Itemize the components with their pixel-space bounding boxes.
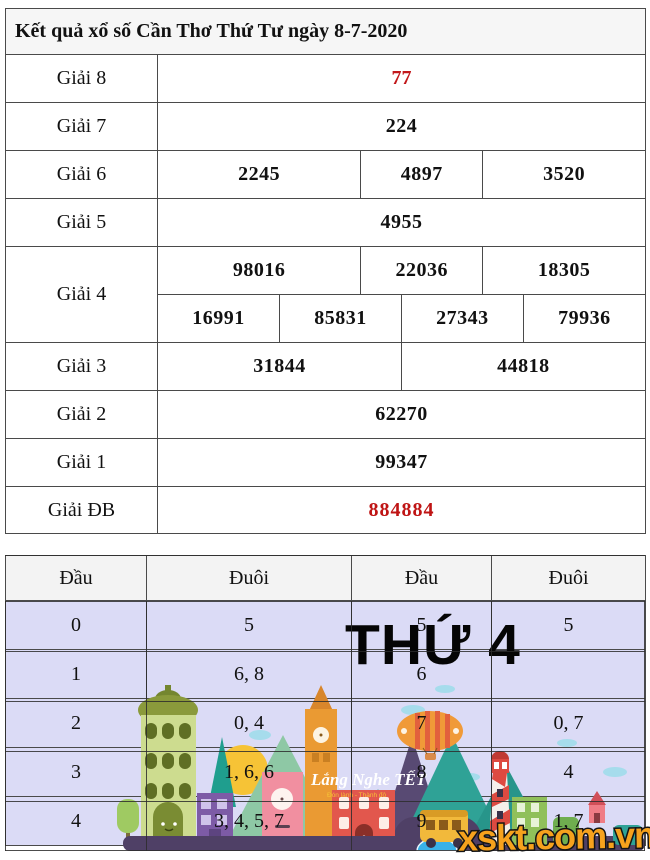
- head-tail-header-row: Đầu Đuôi Đầu Đuôi: [5, 555, 646, 601]
- prize-value: 22036: [360, 246, 484, 295]
- prize-value: 4897: [360, 150, 484, 199]
- prize-row-2: Giải 2 62270: [5, 390, 646, 439]
- header-cell: Đầu: [351, 555, 492, 601]
- prize-value: 16991: [157, 294, 280, 343]
- prize-value: 18305: [482, 246, 646, 295]
- digit-cell: 6, 8: [234, 662, 264, 685]
- prize-row-8: Giải 8 77: [5, 54, 646, 103]
- digit-cell: 1: [71, 662, 81, 685]
- header-label: Đuôi: [548, 566, 589, 589]
- prize-label: Giải ĐB: [5, 486, 158, 534]
- digit-cell: 8: [416, 760, 427, 783]
- prize-label: Giải 8: [5, 54, 158, 103]
- page-title: Kết quả xổ số Cần Thơ Thứ Tư ngày 8-7-20…: [5, 8, 646, 55]
- prize-value: 3520: [482, 150, 646, 199]
- head-tail-row: 1 6, 8 6: [5, 649, 646, 699]
- prize-value: 98016: [156, 246, 362, 295]
- prize-row-db: Giải ĐB 884884: [5, 486, 646, 534]
- digit-cell: 5: [563, 613, 574, 636]
- prize-value: 85831: [278, 294, 402, 343]
- prize-value: 99347: [157, 438, 646, 487]
- prize-value: 31844: [157, 342, 402, 391]
- digit-cell: 9: [416, 809, 427, 832]
- grid-line: [5, 850, 645, 851]
- digit-cell: 4: [563, 760, 574, 783]
- header-label: Đầu: [59, 566, 93, 589]
- prize-label: Giải 2: [5, 390, 158, 439]
- digit-cell: 2: [71, 711, 81, 734]
- prize-label: Giải 3: [5, 342, 158, 391]
- digit-cell: 0: [71, 613, 81, 636]
- prize-label: Giải 6: [5, 150, 158, 199]
- prize-row-7: Giải 7 224: [5, 102, 646, 151]
- prize-label: Giải 7: [5, 102, 158, 151]
- head-tail-row: 3 1, 6, 6 8 4: [5, 747, 646, 797]
- digit-cell: 0, 7: [553, 711, 584, 734]
- header-label: Đuôi: [229, 566, 269, 589]
- digit-cell: 1, 6, 6: [224, 760, 274, 783]
- prize-row-3: Giải 3 31844 44818: [5, 342, 646, 391]
- header-label: Đầu: [404, 566, 439, 589]
- prize-row-4b: 16991 85831 27343 79936: [6, 294, 646, 343]
- prize-label: Giải 5: [5, 198, 158, 247]
- digit-cell: 3: [71, 760, 81, 783]
- prize-row-1: Giải 1 99347: [5, 438, 646, 487]
- prize-row-5: Giải 5 4955: [5, 198, 646, 247]
- digit-cell: 4: [71, 809, 81, 832]
- prize-value: 224: [157, 102, 646, 151]
- prize-label: Giải 1: [5, 438, 158, 487]
- prize-value: 27343: [400, 294, 524, 343]
- prize-row-4a: Giải 4 98016 22036 18305: [5, 246, 646, 343]
- title-row: Kết quả xổ số Cần Thơ Thứ Tư ngày 8-7-20…: [5, 8, 646, 55]
- digit-cell: 0, 4: [234, 711, 264, 734]
- head-tail-row: 4 3, 4, 5, 7 9 1, 7: [5, 796, 646, 846]
- header-cell: Đuôi: [491, 555, 646, 601]
- prize-value: 77: [157, 54, 646, 103]
- prize-value: 4955: [157, 198, 646, 247]
- header-cell: Đầu: [5, 555, 147, 601]
- digit-cell: 7: [416, 711, 427, 734]
- digit-cell: 1, 7: [553, 809, 584, 832]
- prize-value: 79936: [522, 294, 646, 343]
- digit-cell: 5: [244, 613, 254, 636]
- prize-table: Kết quả xổ số Cần Thơ Thứ Tư ngày 8-7-20…: [5, 8, 646, 534]
- header-cell: Đuôi: [146, 555, 352, 601]
- head-tail-row: 0 5 5 5: [5, 600, 646, 650]
- head-tail-section: Đầu Đuôi Đầu Đuôi 0 5 5 5 1 6, 8 6 2 0, …: [5, 555, 646, 851]
- prize-value: 44818: [400, 342, 646, 391]
- digit-cell: 6: [416, 662, 427, 685]
- prize-value-special: 884884: [157, 486, 646, 534]
- prize-value: 2245: [156, 150, 362, 199]
- head-tail-row: 2 0, 4 7 0, 7: [5, 698, 646, 748]
- prize-value: 62270: [157, 390, 646, 439]
- head-tail-table: Đầu Đuôi Đầu Đuôi 0 5 5 5 1 6, 8 6 2 0, …: [5, 555, 646, 846]
- prize-row-6: Giải 6 2245 4897 3520: [5, 150, 646, 199]
- digit-cell: 5: [416, 613, 427, 636]
- prize-label: Giải 4: [5, 246, 158, 343]
- digit-cell: 3, 4, 5, 7: [214, 809, 284, 832]
